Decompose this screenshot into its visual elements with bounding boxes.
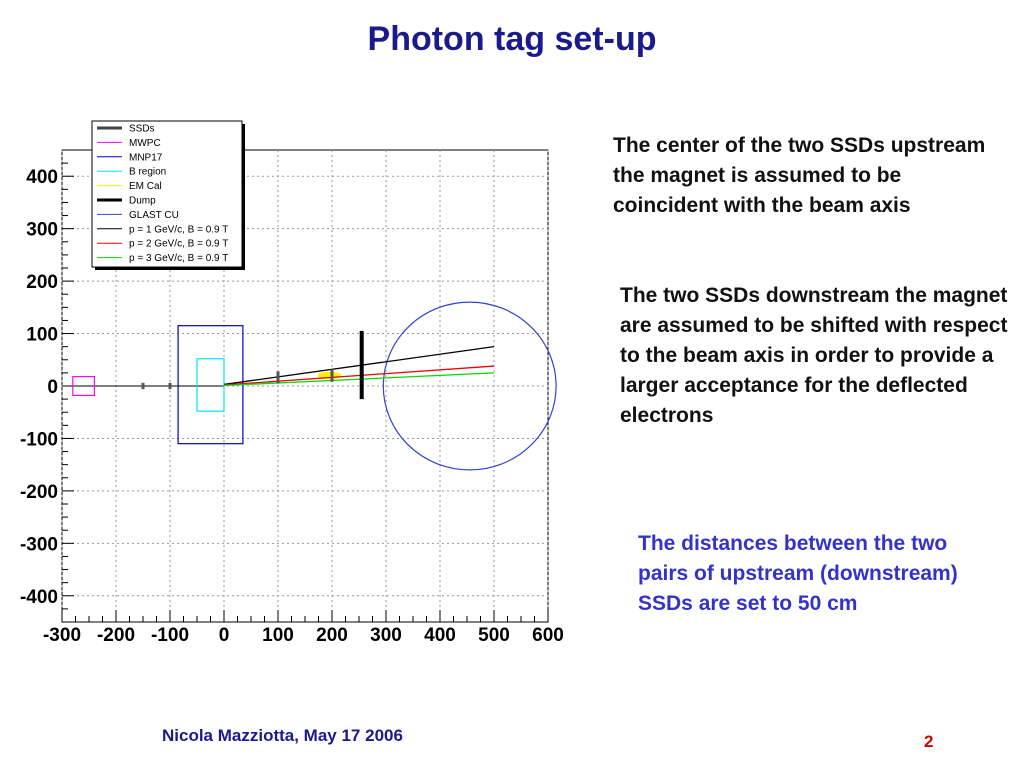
paragraph-upstream-ssds: The center of the two SSDs upstream the … (613, 134, 986, 217)
y-tick-label: -200 (20, 482, 58, 503)
x-tick-label: 200 (316, 625, 348, 646)
x-tick-label: 500 (478, 625, 510, 646)
y-tick-label: -400 (20, 587, 58, 608)
y-tick-label: 400 (26, 167, 58, 188)
legend-label: GLAST CU (129, 210, 179, 221)
y-tick-label: 200 (26, 272, 58, 293)
y-tick-label: 100 (26, 325, 58, 346)
legend-label: p = 3 GeV/c, B = 0.9 T (129, 253, 228, 264)
x-tick-label: 0 (219, 625, 230, 646)
legend-label: MWPC (129, 138, 161, 149)
legend-label: MNP17 (129, 152, 163, 163)
x-tick-label: 400 (424, 625, 456, 646)
x-tick-label: -100 (151, 625, 189, 646)
legend-label: B region (129, 167, 166, 178)
x-tick-label: -200 (97, 625, 135, 646)
track-series-3 (223, 372, 495, 387)
footer-author-date: Nicola Mazziotta, May 17 2006 (162, 726, 403, 745)
y-tick-label: -300 (20, 534, 58, 555)
y-tick-label: 0 (47, 377, 58, 398)
b-region-rect (196, 358, 225, 412)
slide-title: Photon tag set-up (367, 20, 657, 58)
page-number: 2 (924, 732, 934, 751)
track-series-1 (223, 346, 495, 386)
y-tick-label: -100 (20, 429, 58, 450)
x-tick-label: 300 (370, 625, 402, 646)
legend-label: EM Cal (129, 181, 162, 192)
x-tick-label: 600 (532, 625, 564, 646)
x-tick-label: 100 (262, 625, 294, 646)
legend-label: p = 2 GeV/c, B = 0.9 T (129, 239, 228, 250)
legend-label: SSDs (129, 124, 155, 135)
legend-label: Dump (129, 196, 156, 207)
x-tick-label: -300 (43, 625, 81, 646)
y-tick-label: 300 (26, 220, 58, 241)
mwpc-rect (72, 375, 96, 397)
paragraph-ssd-distances: The distances between the two pairs of u… (638, 532, 958, 615)
legend-box (91, 120, 243, 268)
track-series-2 (223, 365, 495, 386)
legend-label: p = 1 GeV/c, B = 0.9 T (129, 224, 228, 235)
glast-cu-circle (382, 301, 557, 471)
paragraph-downstream-ssds: The two SSDs downstream the magnet are a… (620, 284, 1008, 427)
